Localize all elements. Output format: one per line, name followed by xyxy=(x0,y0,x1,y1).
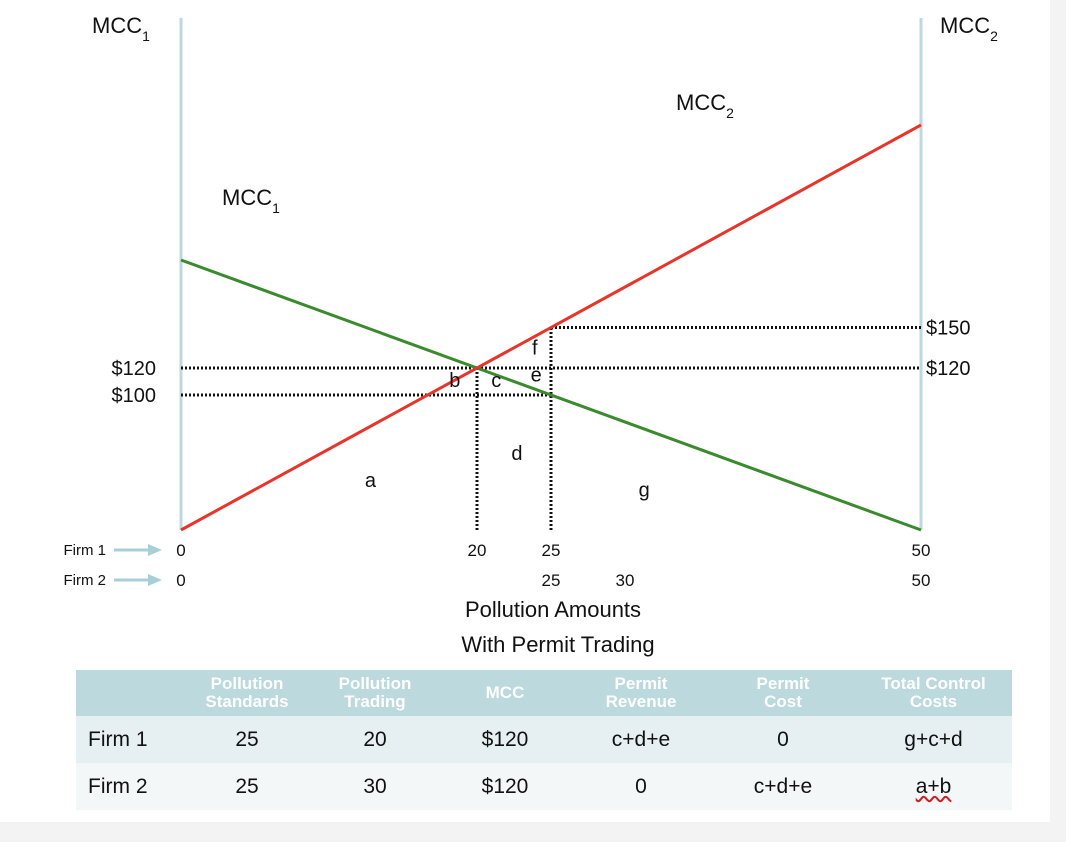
x-tick-label: 50 xyxy=(912,541,931,560)
results-table: Pollution Standards Pollution Trading MC… xyxy=(76,670,1012,810)
right-axis-title: MCC2 xyxy=(940,13,998,44)
header-blank xyxy=(76,670,183,716)
header-permit-cost: Permit Cost xyxy=(711,670,855,716)
x-tick-label: 0 xyxy=(176,541,185,560)
firm1-arrow xyxy=(114,544,162,556)
x-axis-subtitle: With Permit Trading xyxy=(461,632,654,657)
header-permit-revenue: Permit Revenue xyxy=(571,670,711,716)
header-pollution-trading: Pollution Trading xyxy=(311,670,439,716)
area-label-b: b xyxy=(449,370,460,392)
firm2-row-label: Firm 2 xyxy=(64,572,107,589)
x-tick-label: 30 xyxy=(616,571,635,590)
area-label-g: g xyxy=(639,479,650,501)
mcc-cell: $120 xyxy=(439,763,571,810)
area-label-a: a xyxy=(365,470,377,492)
right-tick-label: $150 xyxy=(926,318,971,340)
mcc2-series-label: MCC2 xyxy=(676,90,734,121)
standards-cell: 25 xyxy=(183,763,311,810)
total-cell: a+b xyxy=(855,763,1012,810)
cost-cell: c+d+e xyxy=(711,763,855,810)
firm1-row-label: Firm 1 xyxy=(64,542,107,559)
left-tick-label: $100 xyxy=(112,385,157,407)
table-row: Firm 2 25 30 $120 0 c+d+e a+b xyxy=(76,763,1012,810)
standards-cell: 25 xyxy=(183,716,311,763)
mcc1-series-label: MCC1 xyxy=(222,185,280,216)
header-total-control-costs: Total Control Costs xyxy=(855,670,1012,716)
table-row: Firm 1 25 20 $120 c+d+e 0 g+c+d xyxy=(76,716,1012,763)
trading-cell: 30 xyxy=(311,763,439,810)
table-header-row: Pollution Standards Pollution Trading MC… xyxy=(76,670,1012,716)
firm-name-cell: Firm 1 xyxy=(76,716,183,763)
header-mcc: MCC xyxy=(439,670,571,716)
x-tick-label: 50 xyxy=(912,571,931,590)
area-label-e: e xyxy=(531,365,542,387)
cost-cell: 0 xyxy=(711,716,855,763)
x-tick-label: 20 xyxy=(468,541,487,560)
trading-cell: 20 xyxy=(311,716,439,763)
firm-name-cell: Firm 2 xyxy=(76,763,183,810)
right-tick-label: $120 xyxy=(926,358,971,380)
revenue-cell: 0 xyxy=(571,763,711,810)
total-cell: g+c+d xyxy=(855,716,1012,763)
mcc1-line xyxy=(180,258,922,532)
header-pollution-standards: Pollution Standards xyxy=(183,670,311,716)
x-axis-title: Pollution Amounts xyxy=(465,597,641,622)
area-label-f: f xyxy=(532,338,538,360)
x-tick-label: 0 xyxy=(176,571,185,590)
left-tick-label: $120 xyxy=(112,358,157,380)
x-tick-label: 25 xyxy=(542,541,561,560)
x-tick-label: 25 xyxy=(542,571,561,590)
area-label-c: c xyxy=(491,370,501,392)
mcc2-line xyxy=(180,123,922,532)
total-value: a+b xyxy=(915,774,952,798)
revenue-cell: c+d+e xyxy=(571,716,711,763)
area-label-d: d xyxy=(511,443,522,465)
left-axis-title: MCC1 xyxy=(92,13,150,44)
firm2-arrow xyxy=(114,574,162,586)
mcc-cell: $120 xyxy=(439,716,571,763)
